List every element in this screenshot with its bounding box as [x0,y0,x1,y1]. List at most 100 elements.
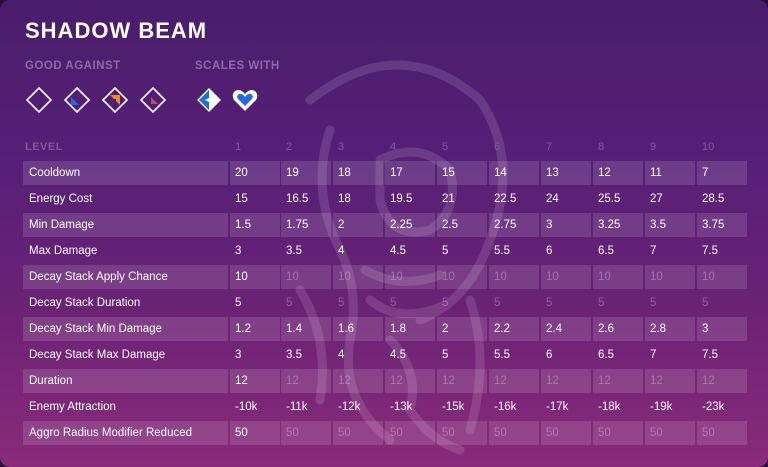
stat-value: 1.8 [385,317,435,341]
stat-value: 5 [546,297,553,309]
stat-value: 50 [645,421,695,445]
stat-value: 21 [442,193,455,205]
stat-value: 50 [437,421,487,445]
stat-value: -17k [546,401,569,413]
stat-value: 24 [546,193,559,205]
stat-value: 16.5 [286,193,309,205]
stat-value: 5.5 [494,245,510,257]
stat-value: 2.6 [593,317,643,341]
stat-value: 22.5 [494,193,517,205]
stat-value: 3 [235,349,242,361]
stat-name: Max Damage [29,245,98,257]
stat-value: 5 [598,297,605,309]
table-row: Aggro Radius Modifier Reduced 50 50 50 50 50 5… [23,421,749,445]
stat-value: 28.5 [702,193,725,205]
stat-value: 12 [230,369,280,393]
stat-name: Decay Stack Duration [29,297,141,309]
stat-name: Aggro Radius Modifier Reduced [23,421,228,445]
level-number: 8 [598,141,605,153]
table-row: Decay Stack Min Damage 1.2 1.4 1.6 1.8 2 2.2 2.… [23,317,749,341]
level-number: 4 [390,141,397,153]
stat-name: Decay Stack Apply Chance [23,265,228,289]
table-row: Energy Cost 15 16.5 18 19.5 21 22.5 24 25.5 27 28.… [23,187,749,211]
stat-value: 18 [338,193,351,205]
level-number: 2 [286,141,293,153]
stat-value: 19.5 [390,193,413,205]
stat-value: -10k [235,401,258,413]
stat-value: 50 [230,421,280,445]
stat-value: 1.75 [281,213,331,237]
stat-value: 5 [390,297,397,309]
stat-value: 50 [541,421,591,445]
table-row: Decay Stack Max Damage 3 3.5 4 4.5 5 5.5 6 6.5 7 7… [23,343,749,367]
stat-value: 5 [235,297,242,309]
stat-value: 5 [286,297,293,309]
stat-value: 50 [697,421,747,445]
level-number: 3 [338,141,345,153]
stat-value: 2 [333,213,383,237]
good-against-label: GOOD AGAINST [25,60,121,72]
stat-value: 10 [230,265,280,289]
stat-value: 7 [650,349,657,361]
stat-value: 1.5 [230,213,280,237]
stat-value: 3.5 [286,245,302,257]
stat-value: 10 [385,265,435,289]
stat-value: 14 [489,161,539,185]
stat-value: 2.2 [489,317,539,341]
stat-value: 50 [281,421,331,445]
stat-value: 2.4 [541,317,591,341]
stat-value: 4.5 [390,349,406,361]
level-number: 6 [494,141,501,153]
stat-value: 5 [702,297,709,309]
stat-value: -19k [650,401,673,413]
stat-value: 7 [650,245,657,257]
stat-value: -15k [442,401,465,413]
stat-value: 10 [645,265,695,289]
stat-value: 12 [645,369,695,393]
stat-value: 13 [541,161,591,185]
stat-value: 15 [235,193,248,205]
stat-value: 2.8 [645,317,695,341]
diamond-blue-corner-icon [63,86,91,114]
diamond-red-corner-icon [139,86,167,114]
table-row: Enemy Attraction -10k -11k -12k -13k -15k -16k… [23,395,749,419]
stat-value: 12 [593,161,643,185]
table-row: Min Damage 1.5 1.75 2 2.25 2.5 2.75 3 3.25 3.5 3.7… [23,213,749,237]
stat-value: 5 [338,297,345,309]
stat-value: 12 [385,369,435,393]
stat-value: 50 [593,421,643,445]
stat-value: -11k [286,401,308,413]
heart-icon [232,90,258,111]
stat-value: 10 [489,265,539,289]
level-number: 5 [442,141,449,153]
stat-value: 2.75 [489,213,539,237]
stat-value: 5.5 [494,349,510,361]
stat-value: 7.5 [702,349,718,361]
stat-value: 6.5 [598,349,614,361]
level-number: 1 [235,141,242,153]
stat-value: 12 [593,369,643,393]
stat-value: 5 [494,297,501,309]
level-number: 10 [702,141,715,153]
stat-name: Min Damage [23,213,228,237]
stat-name: Energy Cost [29,193,93,205]
stat-value: 1.4 [281,317,331,341]
table-row: Duration 12 12 12 12 12 12 12 12 12 12 [23,369,749,393]
stat-value: 2.25 [385,213,435,237]
level-header-label: LEVEL [25,141,63,153]
stat-value: 10 [437,265,487,289]
stat-value: 25.5 [598,193,621,205]
table-row: Decay Stack Apply Chance 10 10 10 10 10 10 10 10… [23,265,749,289]
stat-value: 6 [546,349,553,361]
stat-name: Enemy Attraction [29,401,116,413]
stat-value: -18k [598,401,621,413]
stat-value: 17 [385,161,435,185]
stat-value: 7 [697,161,747,185]
stat-value: 27 [650,193,663,205]
stat-value: 6.5 [598,245,614,257]
good-against-icons [25,86,167,114]
stat-value: -12k [338,401,361,413]
stat-value: -16k [494,401,517,413]
stat-value: 20 [230,161,280,185]
stat-value: 3 [697,317,747,341]
